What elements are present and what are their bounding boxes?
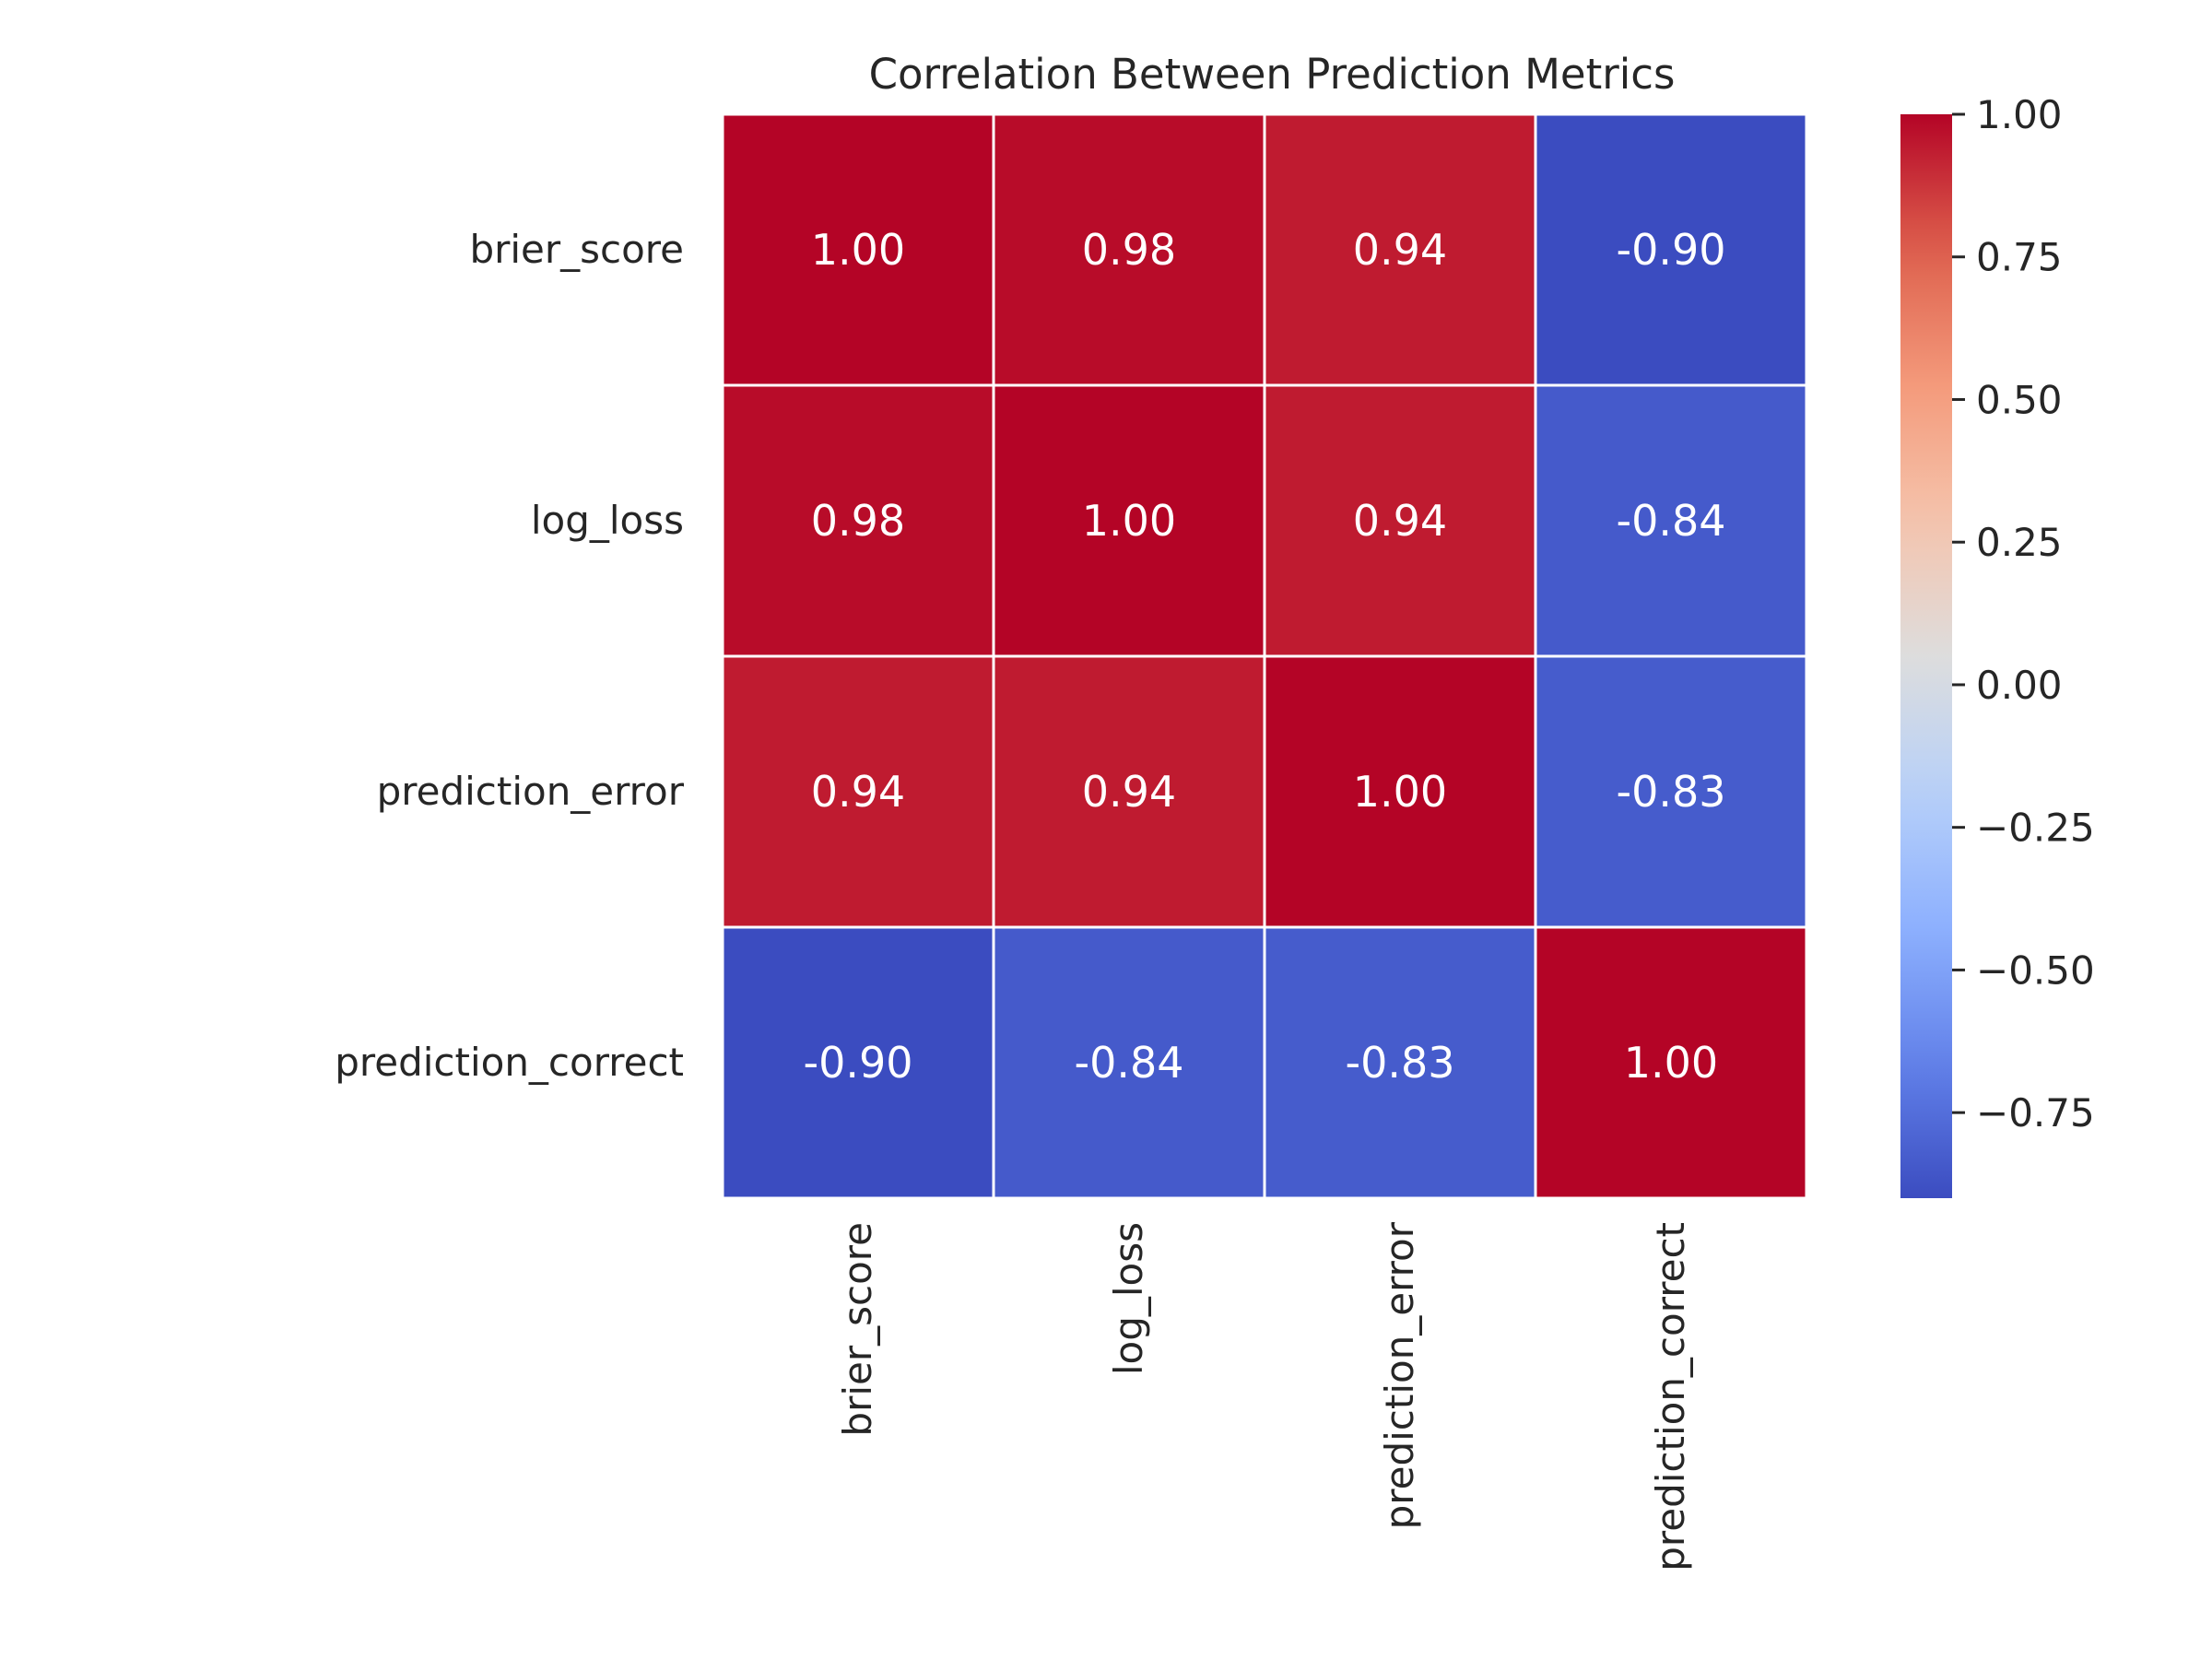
cell-value-label: 1.00 bbox=[811, 225, 905, 275]
heatmap-cell bbox=[992, 383, 1266, 658]
colorbar-tick-label: −0.25 bbox=[1976, 806, 2095, 851]
colorbar-tick-label: 1.00 bbox=[1976, 92, 2063, 137]
column-tick-label: brier_score bbox=[835, 1222, 880, 1437]
row-tick-label: brier_score bbox=[469, 227, 684, 272]
heatmap-cell bbox=[992, 925, 1266, 1200]
cell-value-label: 0.98 bbox=[811, 496, 905, 546]
cell-value-label: -0.84 bbox=[1074, 1038, 1183, 1088]
column-tick-label: log_loss bbox=[1106, 1222, 1151, 1375]
heatmap-cells: 1.00 0.98 0.94 -0.90 0.98 1.00 0.94 -0.84 0.94 0.… bbox=[721, 112, 1808, 1200]
chart-title: Correlation Between Prediction Metrics bbox=[869, 50, 1676, 99]
colorbar-tick-label: 0.00 bbox=[1976, 663, 2063, 708]
cell-value-label: 0.98 bbox=[1082, 225, 1176, 275]
cell-value-label: -0.83 bbox=[1345, 1038, 1454, 1088]
heatmap-cell bbox=[1534, 112, 1808, 387]
cell-value-label: 1.00 bbox=[1353, 767, 1447, 817]
row-tick-label: log_loss bbox=[531, 498, 684, 543]
column-labels: brier_score log_loss prediction_error predi… bbox=[835, 1221, 1693, 1571]
heatmap-cell bbox=[1534, 925, 1808, 1200]
colorbar-tick-label: −0.75 bbox=[1976, 1090, 2095, 1135]
colorbar-tick-label: −0.50 bbox=[1976, 947, 2095, 993]
cell-value-label: 0.94 bbox=[1353, 496, 1447, 546]
row-labels: brier_score log_loss prediction_errorpredi… bbox=[335, 227, 685, 1085]
heatmap-cell bbox=[1263, 925, 1537, 1200]
column-tick-label: prediction_correct bbox=[1648, 1222, 1693, 1571]
colorbar-tick-label: 0.50 bbox=[1976, 377, 2063, 422]
cell-value-label: 0.94 bbox=[1082, 767, 1176, 817]
heatmap-cell bbox=[992, 654, 1266, 929]
cell-value-label: -0.83 bbox=[1616, 767, 1725, 817]
colorbar: 1.00 0.75 0.50 0.25 0.00 −0.25 −0.50 −0.75 bbox=[1900, 92, 2095, 1198]
heatmap-cell bbox=[1263, 112, 1537, 387]
colorbar-tick-label: 0.25 bbox=[1976, 520, 2063, 565]
heatmap-cell bbox=[721, 925, 995, 1200]
cell-value-label: -0.90 bbox=[1616, 225, 1725, 275]
row-tick-label: prediction_error bbox=[377, 769, 685, 814]
heatmap-cell bbox=[721, 112, 995, 387]
cell-value-label: 0.94 bbox=[1353, 225, 1447, 275]
colorbar-gradient bbox=[1900, 114, 1952, 1198]
heatmap-cell bbox=[1534, 654, 1808, 929]
heatmap-cell bbox=[1534, 383, 1808, 658]
colorbar-tick-label: 0.75 bbox=[1976, 235, 2063, 280]
cell-value-label: 0.94 bbox=[811, 767, 905, 817]
column-tick-label: prediction_error bbox=[1377, 1221, 1422, 1529]
cell-value-label: 1.00 bbox=[1624, 1038, 1718, 1088]
cell-value-label: -0.90 bbox=[803, 1038, 912, 1088]
cell-value-label: 1.00 bbox=[1082, 496, 1176, 546]
heatmap-cell bbox=[721, 383, 995, 658]
cell-value-label: -0.84 bbox=[1616, 496, 1725, 546]
row-tick-label: prediction_correct bbox=[335, 1040, 684, 1085]
heatmap-cell bbox=[992, 112, 1266, 387]
